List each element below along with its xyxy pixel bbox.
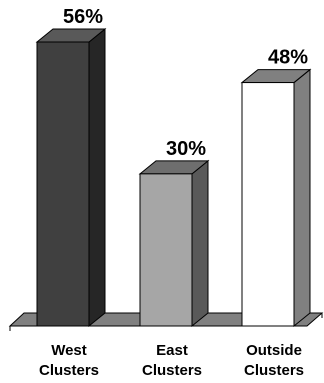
- category-label-2-line-1: East: [156, 342, 188, 359]
- bar-side-2: [191, 159, 209, 328]
- category-label-2-line-2: Clusters: [142, 362, 202, 379]
- category-label-1-line-1: West: [51, 342, 87, 359]
- bar-side-3: [293, 68, 311, 328]
- data-label-1: 56%: [63, 6, 103, 28]
- data-label-2: 30%: [166, 138, 206, 160]
- data-labels-group: 56% 30% 48%: [63, 6, 308, 160]
- category-label-3-line-1: Outside: [246, 342, 302, 359]
- bar-side-1: [88, 27, 106, 328]
- bars-group: [35, 27, 312, 328]
- category-label-1-line-2: Clusters: [39, 362, 99, 379]
- bar-front-1: [36, 41, 90, 327]
- bar-1: [35, 27, 107, 328]
- data-label-3: 48%: [268, 47, 308, 69]
- bar-front-2: [139, 173, 193, 327]
- category-label-3-line-2: Clusters: [244, 362, 304, 379]
- bar-2: [138, 159, 210, 328]
- category-labels-group: West Clusters East Clusters Outside Clusters: [39, 342, 304, 379]
- bar-3: [240, 68, 312, 328]
- bar-front-3: [241, 82, 295, 327]
